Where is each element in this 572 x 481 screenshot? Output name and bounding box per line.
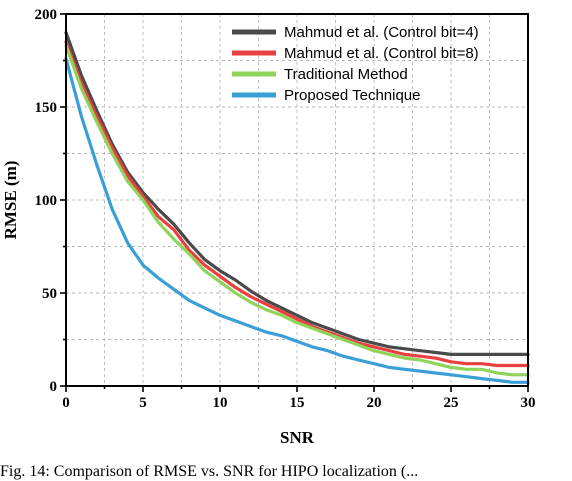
x-tick-label: 30 (521, 395, 536, 411)
axis-ticks (60, 13, 529, 392)
legend-label-4: Proposed Technique (284, 87, 421, 104)
axis-tick-labels: 0 5 10 15 20 25 30 0 50 100 150 200 (35, 7, 536, 411)
legend-label-3: Traditional Method (284, 66, 408, 83)
y-axis-title: RMSE (m) (1, 161, 20, 240)
y-tick-label: 200 (35, 7, 58, 23)
x-tick-label: 0 (62, 395, 70, 411)
series-line-3 (64, 43, 530, 377)
x-tick-label: 15 (290, 395, 305, 411)
x-axis-title: SNR (280, 428, 315, 447)
x-tick-label: 10 (213, 395, 228, 411)
series-line-1 (64, 30, 530, 356)
series-lines (64, 30, 530, 384)
x-tick-label: 20 (367, 395, 382, 411)
legend: Mahmud et al. (Control bit=4) Mahmud et a… (232, 24, 479, 104)
series-line-4 (64, 56, 530, 384)
figure-caption: Fig. 14: Comparison of RMSE vs. SNR for … (0, 463, 419, 480)
y-tick-label: 50 (42, 286, 57, 302)
x-tick-label: 5 (139, 395, 147, 411)
series-line-2 (64, 40, 530, 368)
legend-label-2: Mahmud et al. (Control bit=8) (284, 45, 479, 62)
x-tick-label: 25 (444, 395, 459, 411)
y-tick-label: 100 (35, 193, 58, 209)
y-tick-label: 0 (50, 379, 58, 395)
y-tick-label: 150 (35, 100, 58, 116)
legend-label-1: Mahmud et al. (Control bit=4) (284, 24, 479, 41)
